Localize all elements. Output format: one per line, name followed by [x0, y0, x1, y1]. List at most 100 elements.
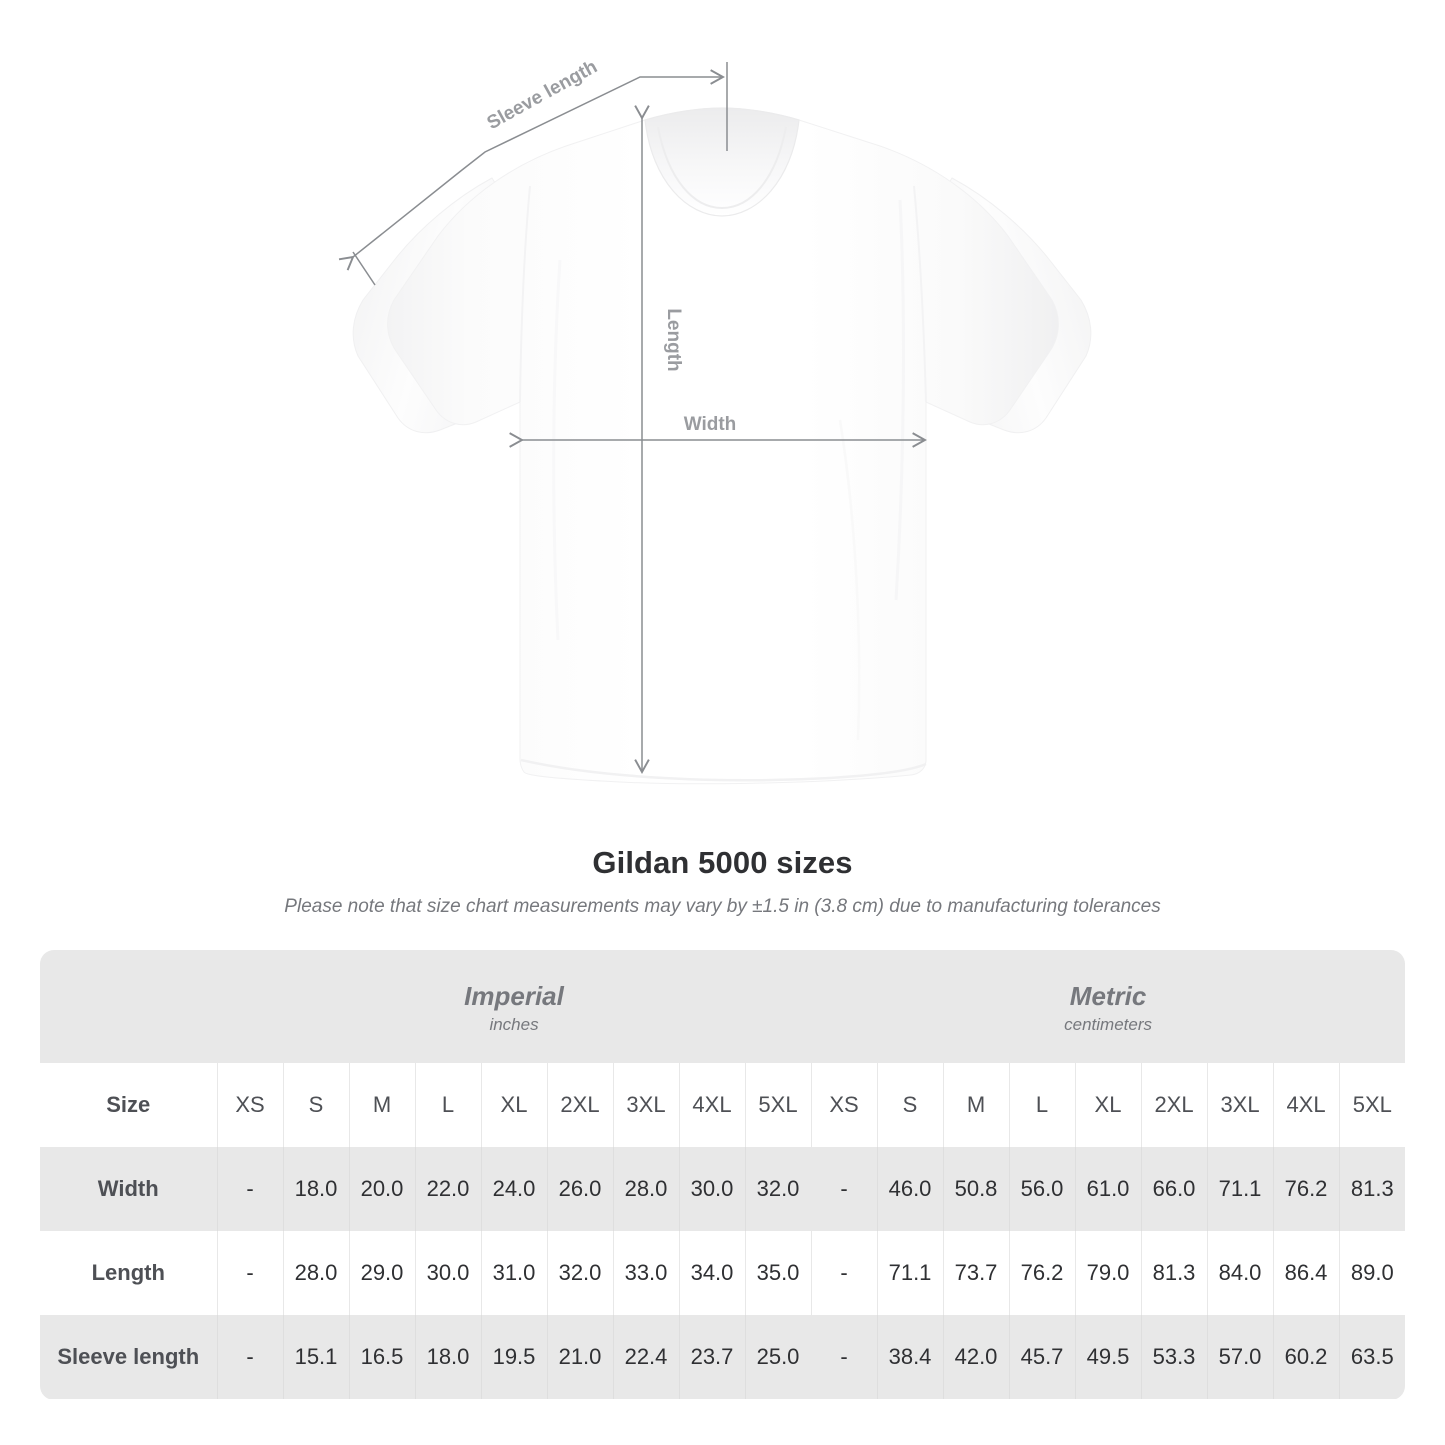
- size-header-metric-xs: XS: [811, 1063, 878, 1147]
- cell-length-metric-4xl: 86.4: [1273, 1231, 1340, 1315]
- size-header-metric-l: L: [1009, 1063, 1076, 1147]
- cell-sleeve-length-metric-l: 45.7: [1009, 1315, 1076, 1399]
- size-header-imperial-l: L: [415, 1063, 482, 1147]
- cell-length-metric-xl: 79.0: [1075, 1231, 1142, 1315]
- size-header-metric-2xl: 2XL: [1141, 1063, 1208, 1147]
- sleeve-length-left-tick: [352, 251, 376, 286]
- unit-system-imperial: Imperial inches: [217, 950, 812, 1063]
- row-label-length: Length: [40, 1231, 218, 1315]
- row-label-sleeve-length: Sleeve length: [40, 1315, 218, 1399]
- cell-length-metric-2xl: 81.3: [1141, 1231, 1208, 1315]
- cell-sleeve-length-imperial-xs: -: [217, 1315, 284, 1399]
- cell-length-imperial-m: 29.0: [349, 1231, 416, 1315]
- units-band-row: Imperial inches Metric centimeters: [40, 950, 1405, 1063]
- cell-length-metric-3xl: 84.0: [1207, 1231, 1274, 1315]
- cell-width-imperial-l: 22.0: [415, 1147, 482, 1231]
- table-row: Width -18.0 20.0 22.0 24.0 26.0 28.0 30.0 32.0-4…: [40, 1147, 1405, 1231]
- cell-length-metric-l: 76.2: [1009, 1231, 1076, 1315]
- cell-width-imperial-xl: 24.0: [481, 1147, 548, 1231]
- size-header-metric-s: S: [877, 1063, 944, 1147]
- cell-width-metric-xs: -: [811, 1147, 878, 1231]
- page-subtitle: Please note that size chart measurements…: [284, 896, 1161, 917]
- cell-length-imperial-3xl: 33.0: [613, 1231, 680, 1315]
- unit-system-unit: centimeters: [1064, 1015, 1153, 1035]
- size-header-metric-xl: XL: [1075, 1063, 1142, 1147]
- cell-length-metric-s: 71.1: [877, 1231, 944, 1315]
- cell-sleeve-length-metric-4xl: 60.2: [1273, 1315, 1340, 1399]
- cell-width-metric-5xl: 81.3: [1339, 1147, 1405, 1231]
- cell-width-imperial-4xl: 30.0: [679, 1147, 746, 1231]
- size-header-imperial-xs: XS: [217, 1063, 284, 1147]
- unit-system-name: Imperial: [464, 980, 564, 1011]
- fabric-fold-2: [552, 259, 562, 641]
- cell-width-imperial-3xl: 28.0: [613, 1147, 680, 1231]
- cell-length-metric-5xl: 89.0: [1339, 1231, 1405, 1315]
- cell-sleeve-length-imperial-s: 15.1: [283, 1315, 350, 1399]
- cell-sleeve-length-imperial-m: 16.5: [349, 1315, 416, 1399]
- cell-length-imperial-l: 30.0: [415, 1231, 482, 1315]
- cell-sleeve-length-imperial-5xl: 25.0: [745, 1315, 812, 1399]
- size-header-imperial-s: S: [283, 1063, 350, 1147]
- size-header-imperial-xl: XL: [481, 1063, 548, 1147]
- size-header-imperial-4xl: 4XL: [679, 1063, 746, 1147]
- cell-sleeve-length-metric-5xl: 63.5: [1339, 1315, 1405, 1399]
- size-column-header: Size: [40, 1063, 218, 1147]
- cell-width-metric-m: 50.8: [943, 1147, 1010, 1231]
- cell-sleeve-length-imperial-2xl: 21.0: [547, 1315, 614, 1399]
- cell-sleeve-length-metric-s: 38.4: [877, 1315, 944, 1399]
- cell-width-metric-4xl: 76.2: [1273, 1147, 1340, 1231]
- tshirt-garment-shape: [352, 107, 1092, 785]
- cell-width-metric-xl: 61.0: [1075, 1147, 1142, 1231]
- length-label: Length: [663, 308, 684, 371]
- sleeve-length-label: Sleeve length: [484, 56, 601, 134]
- cell-length-imperial-5xl: 35.0: [745, 1231, 812, 1315]
- fabric-fold-3: [838, 419, 861, 741]
- sleeve-length-dimension: [338, 62, 728, 286]
- tshirt-illustration: Sleeve length Length Width: [338, 56, 1092, 785]
- cell-length-imperial-2xl: 32.0: [547, 1231, 614, 1315]
- unit-system-metric: Metric centimeters: [811, 950, 1405, 1063]
- right-shoulder-seam: [913, 185, 927, 403]
- table-row: Length -28.0 29.0 30.0 31.0 32.0 33.0 34.0 35.0-…: [40, 1231, 1405, 1315]
- cell-width-metric-l: 56.0: [1009, 1147, 1076, 1231]
- cell-length-metric-xs: -: [811, 1231, 878, 1315]
- bottom-hem: [520, 758, 927, 782]
- page-title: Gildan 5000 sizes: [592, 845, 853, 880]
- size-chart-table: Imperial inches Metric centimeters Size XS S M L…: [40, 950, 1405, 1400]
- cell-width-imperial-m: 20.0: [349, 1147, 416, 1231]
- cell-sleeve-length-metric-m: 42.0: [943, 1315, 1010, 1399]
- size-header-imperial-5xl: 5XL: [745, 1063, 812, 1147]
- cell-sleeve-length-metric-3xl: 57.0: [1207, 1315, 1274, 1399]
- cell-length-metric-m: 73.7: [943, 1231, 1010, 1315]
- cell-sleeve-length-imperial-l: 18.0: [415, 1315, 482, 1399]
- size-header-imperial-3xl: 3XL: [613, 1063, 680, 1147]
- size-header-imperial-2xl: 2XL: [547, 1063, 614, 1147]
- cell-length-imperial-s: 28.0: [283, 1231, 350, 1315]
- cell-width-imperial-2xl: 26.0: [547, 1147, 614, 1231]
- cell-sleeve-length-metric-xl: 49.5: [1075, 1315, 1142, 1399]
- sleeve-length-line: [338, 69, 725, 271]
- size-header-row: Size XS S M L XL 2XL 3XL 4XL 5XL XS S M L XL 2XL 3XL 4XL 5…: [40, 1063, 1405, 1147]
- size-header-metric-3xl: 3XL: [1207, 1063, 1274, 1147]
- width-label: Width: [684, 414, 737, 435]
- cell-width-metric-s: 46.0: [877, 1147, 944, 1231]
- size-header-metric-5xl: 5XL: [1339, 1063, 1405, 1147]
- units-band-spacer: [40, 950, 217, 1063]
- measurements-table: Imperial inches Metric centimeters Size XS S M L…: [40, 950, 1405, 1399]
- cell-sleeve-length-imperial-3xl: 22.4: [613, 1315, 680, 1399]
- size-header-metric-4xl: 4XL: [1273, 1063, 1340, 1147]
- cell-width-imperial-5xl: 32.0: [745, 1147, 812, 1231]
- cell-sleeve-length-metric-xs: -: [811, 1315, 878, 1399]
- row-label-width: Width: [40, 1147, 218, 1231]
- cell-width-imperial-xs: -: [217, 1147, 284, 1231]
- cell-sleeve-length-imperial-xl: 19.5: [481, 1315, 548, 1399]
- size-header-metric-m: M: [943, 1063, 1010, 1147]
- unit-system-name: Metric: [1069, 980, 1147, 1011]
- table-row: Sleeve length -15.1 16.5 18.0 19.5 21.0 22.4 23…: [40, 1315, 1405, 1399]
- cell-length-imperial-xl: 31.0: [481, 1231, 548, 1315]
- unit-system-unit: inches: [489, 1015, 539, 1035]
- cell-length-imperial-4xl: 34.0: [679, 1231, 746, 1315]
- cell-width-imperial-s: 18.0: [283, 1147, 350, 1231]
- cell-width-metric-3xl: 71.1: [1207, 1147, 1274, 1231]
